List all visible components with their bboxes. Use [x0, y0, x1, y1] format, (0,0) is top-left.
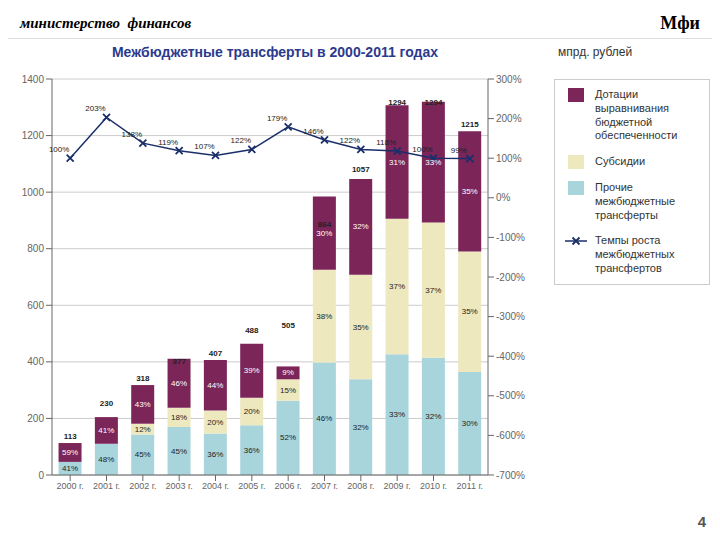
svg-text:39%: 39%	[244, 366, 260, 375]
svg-text:32%: 32%	[353, 423, 369, 432]
svg-text:1294: 1294	[388, 98, 406, 107]
svg-text:31%: 31%	[389, 158, 405, 167]
html-text:Мфи: Мфи	[660, 12, 700, 33]
svg-text:99%: 99%	[451, 146, 467, 155]
svg-text:2008 г.: 2008 г.	[347, 481, 374, 491]
svg-text:12%: 12%	[135, 425, 151, 434]
svg-text:45%: 45%	[135, 450, 151, 459]
svg-text:33%: 33%	[425, 158, 441, 167]
svg-text:48%: 48%	[98, 455, 114, 464]
svg-text:1215: 1215	[461, 120, 479, 129]
svg-text:200: 200	[27, 413, 44, 424]
svg-text:300%: 300%	[496, 74, 522, 85]
svg-text:2009 г.: 2009 г.	[384, 481, 411, 491]
svg-text:146%: 146%	[303, 127, 323, 136]
svg-text:46%: 46%	[171, 379, 187, 388]
svg-text:122%: 122%	[231, 136, 251, 145]
svg-text:20%: 20%	[244, 407, 260, 416]
svg-text:-100%: -100%	[496, 232, 525, 243]
svg-text:-500%: -500%	[496, 390, 525, 401]
svg-text:100%: 100%	[412, 145, 432, 154]
svg-text:2002 г.: 2002 г.	[129, 481, 156, 491]
svg-text:2010 г.: 2010 г.	[420, 481, 447, 491]
svg-text:2000 г.: 2000 г.	[57, 481, 84, 491]
svg-text:-400%: -400%	[496, 351, 525, 362]
svg-text:35%: 35%	[462, 307, 478, 316]
html-text:4: 4	[697, 513, 706, 530]
html-text:министерство финансов: министерство финансов	[20, 14, 192, 31]
svg-text:32%: 32%	[425, 412, 441, 421]
svg-text:18%: 18%	[171, 413, 187, 422]
svg-text:-300%: -300%	[496, 311, 525, 322]
svg-text:2005 г.: 2005 г.	[238, 481, 265, 491]
svg-text:1400: 1400	[22, 74, 45, 85]
svg-text:32%: 32%	[353, 222, 369, 231]
svg-text:9%: 9%	[282, 368, 294, 377]
svg-text:46%: 46%	[316, 414, 332, 423]
svg-text:-700%: -700%	[496, 470, 525, 481]
svg-text:41%: 41%	[98, 426, 114, 435]
svg-text:-200%: -200%	[496, 272, 525, 283]
html-text:Прочие межбюджетные трансферты: Прочие межбюджетные трансферты	[595, 181, 675, 221]
svg-text:59%: 59%	[62, 448, 78, 457]
svg-text:200%: 200%	[496, 113, 522, 124]
svg-text:1200: 1200	[22, 130, 45, 141]
svg-text:15%: 15%	[280, 386, 296, 395]
svg-text:38%: 38%	[316, 312, 332, 321]
svg-text:20%: 20%	[207, 418, 223, 427]
svg-text:2011 г.: 2011 г.	[457, 481, 484, 491]
svg-text:800: 800	[27, 243, 44, 254]
svg-text:0%: 0%	[496, 192, 511, 203]
svg-text:2007 г.: 2007 г.	[311, 481, 338, 491]
svg-text:1057: 1057	[352, 165, 370, 174]
svg-text:400: 400	[27, 356, 44, 367]
svg-text:488: 488	[245, 326, 259, 335]
svg-text:30%: 30%	[462, 419, 478, 428]
svg-text:0: 0	[38, 470, 44, 481]
svg-text:44%: 44%	[207, 381, 223, 390]
svg-text:179%: 179%	[267, 114, 287, 123]
html-text:Субсидии: Субсидии	[595, 155, 646, 167]
svg-text:2001 г.: 2001 г.	[93, 481, 120, 491]
svg-text:33%: 33%	[389, 410, 405, 419]
svg-text:600: 600	[27, 300, 44, 311]
svg-text:230: 230	[100, 399, 114, 408]
svg-text:35%: 35%	[462, 187, 478, 196]
svg-text:36%: 36%	[244, 446, 260, 455]
svg-text:36%: 36%	[207, 450, 223, 459]
html-text:Дотации выравнивания бюджетной: Дотации выравнивания бюджетной обеспечен…	[595, 88, 678, 142]
svg-text:-600%: -600%	[496, 430, 525, 441]
svg-text:37%: 37%	[389, 282, 405, 291]
svg-text:35%: 35%	[353, 323, 369, 332]
svg-text:407: 407	[209, 349, 223, 358]
svg-text:113: 113	[64, 432, 77, 441]
html-text:Темпы роста межбюджетных транс: Темпы роста межбюджетных трансфертов	[595, 234, 675, 274]
svg-text:43%: 43%	[135, 400, 151, 409]
svg-text:100%: 100%	[49, 145, 69, 154]
svg-text:41%: 41%	[62, 464, 78, 473]
svg-text:118%: 118%	[376, 138, 396, 147]
svg-text:864: 864	[318, 220, 332, 229]
svg-text:100%: 100%	[496, 153, 522, 164]
svg-text:1294: 1294	[425, 98, 443, 107]
svg-text:203%: 203%	[85, 104, 105, 113]
svg-text:45%: 45%	[171, 447, 187, 456]
html-text:Межбюджетные трансферты в 2000: Межбюджетные трансферты в 2000-2011 года…	[111, 44, 439, 60]
svg-text:52%: 52%	[280, 433, 296, 442]
svg-text:2003 г.: 2003 г.	[166, 481, 193, 491]
svg-text:2006 г.: 2006 г.	[275, 481, 302, 491]
svg-text:107%: 107%	[194, 142, 214, 151]
svg-text:377: 377	[172, 357, 186, 366]
svg-text:119%: 119%	[158, 138, 178, 147]
svg-text:2004 г.: 2004 г.	[202, 481, 229, 491]
svg-text:30%: 30%	[316, 229, 332, 238]
svg-text:505: 505	[281, 321, 295, 330]
svg-text:1000: 1000	[22, 187, 45, 198]
svg-text:318: 318	[136, 374, 150, 383]
svg-text:37%: 37%	[425, 286, 441, 295]
svg-text:138%: 138%	[122, 130, 142, 139]
svg-text:122%: 122%	[340, 136, 360, 145]
html-text:мпрд. рублей: мпрд. рублей	[558, 45, 633, 59]
